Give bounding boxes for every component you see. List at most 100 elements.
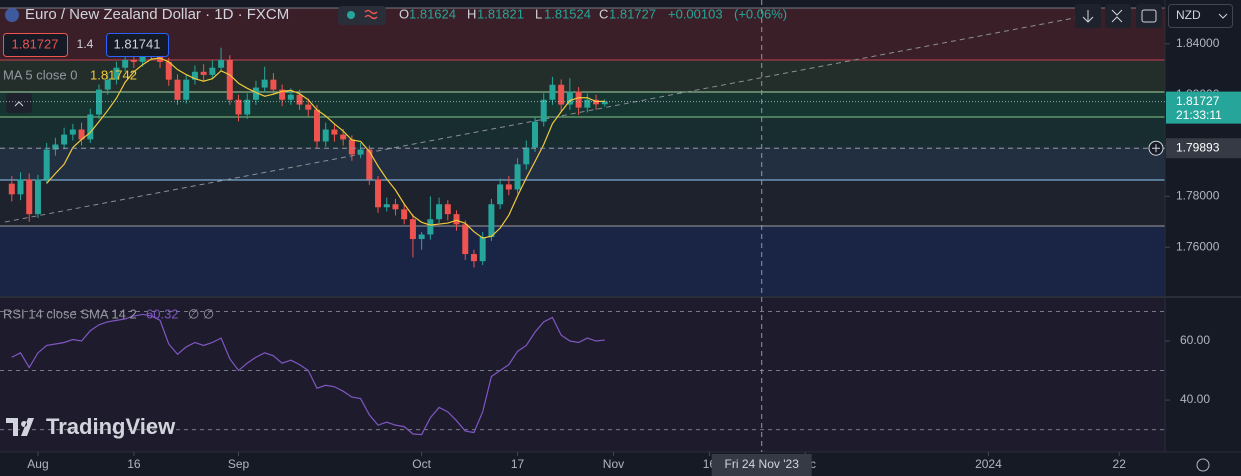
rsi-sma-value: ∅ ∅	[188, 306, 214, 321]
candle-body	[392, 204, 399, 210]
x-tick-label: 2024	[975, 457, 1002, 471]
candle-body	[497, 184, 504, 205]
candle-body	[331, 129, 338, 135]
candle-body	[43, 149, 50, 180]
candle-body	[8, 183, 15, 195]
candle-body	[383, 204, 390, 208]
low-value: 1.81524	[544, 6, 591, 21]
button[interactable]	[1105, 4, 1131, 28]
spread: 1.4	[77, 37, 94, 51]
candle-body	[540, 99, 547, 122]
currency: NZD	[1176, 8, 1201, 22]
candle-body	[523, 147, 530, 165]
candle-body	[279, 89, 286, 100]
candle-body	[17, 179, 24, 195]
candle-body	[479, 237, 486, 262]
candle-body	[436, 204, 443, 220]
logo-text: TradingView	[46, 414, 176, 439]
candle-body	[584, 99, 591, 108]
candle-body	[244, 99, 251, 115]
candle-body	[340, 134, 347, 140]
candle-body	[113, 67, 120, 80]
symbol-title: Euro / New Zealand Dollar · 1D · FXCM	[25, 6, 289, 23]
candle-body	[601, 101, 608, 105]
candle-body	[322, 129, 329, 142]
close-value: 1.81727	[609, 6, 656, 21]
candle-body	[375, 179, 382, 208]
add-alert-plus	[1152, 144, 1160, 153]
y-tick-label: 1.78000	[1176, 189, 1220, 203]
ma-value: 1.81742	[90, 67, 137, 82]
x-tick-label: 16	[127, 457, 141, 471]
symbol-icon	[5, 8, 19, 22]
rsi-line	[11, 313, 605, 436]
icon	[1082, 10, 1094, 23]
last-price-box	[1166, 91, 1241, 124]
toolbar: NZD	[1075, 4, 1233, 472]
candle-body	[87, 114, 94, 140]
button[interactable]	[1136, 4, 1162, 28]
candle-body	[444, 204, 451, 215]
open-label: O	[399, 6, 409, 21]
x-tick-label: 22	[1113, 457, 1127, 471]
icon	[1111, 9, 1123, 23]
x-tick-label: Sep	[228, 457, 250, 471]
settings-icon[interactable]	[1196, 458, 1210, 472]
low-label: L	[535, 6, 542, 21]
candle-body	[78, 129, 85, 140]
candle-body	[139, 54, 146, 62]
delay-icon	[364, 9, 378, 20]
x-tick-label: Aug	[27, 457, 48, 471]
candle-body	[104, 79, 111, 90]
candle-body	[575, 91, 582, 108]
zones	[0, 7, 1165, 296]
candle-body	[252, 87, 259, 100]
candle-body	[532, 121, 538, 148]
market-open-dot	[347, 11, 355, 19]
candle-body	[226, 59, 233, 100]
rsi-legend: RSI 14 close SMA 14 2	[3, 306, 137, 321]
chevron	[1218, 13, 1228, 19]
candle-body	[401, 209, 408, 220]
zone	[0, 226, 1165, 296]
candle-body	[174, 79, 181, 100]
candle-body	[462, 224, 469, 255]
status-pill[interactable]	[338, 6, 386, 25]
bid-price: 1.81727	[12, 36, 59, 51]
candle-body	[52, 144, 59, 150]
candle-body	[34, 179, 41, 215]
candle-body	[514, 164, 521, 190]
buy-button[interactable]	[106, 33, 169, 57]
candle-body	[165, 61, 172, 80]
high-label: H	[467, 6, 476, 21]
plot: 1.760001.780001.800001.820001.84000Aug16…	[0, 36, 1220, 471]
crosshair-price: 1.79893	[1176, 140, 1220, 154]
candle-body	[270, 79, 277, 90]
countdown: 21:33:11	[1176, 108, 1222, 122]
zone	[0, 117, 1165, 147]
candle-body	[183, 79, 190, 100]
collapse-button[interactable]	[6, 93, 32, 113]
candle-body	[130, 59, 137, 62]
sell-button[interactable]	[3, 33, 68, 57]
rsi-pane	[0, 298, 1165, 452]
crosshair-date: Fri 24 Nov '23	[725, 457, 800, 471]
candle-body	[209, 67, 216, 75]
candle-body	[558, 84, 565, 105]
change: +0.00103	[668, 6, 723, 21]
candle-body	[549, 84, 556, 100]
candle-body	[348, 139, 355, 155]
ask-price: 1.81741	[114, 36, 161, 51]
candle-body	[470, 254, 477, 262]
currency-select[interactable]	[1168, 4, 1233, 28]
candle-body	[191, 71, 198, 80]
x-tick-label: Nov	[603, 457, 624, 471]
icon	[1141, 9, 1157, 23]
zone	[0, 180, 1165, 226]
logo-mark	[6, 418, 34, 436]
last-price-label: 1.81727	[1176, 94, 1220, 108]
candle-body	[366, 149, 373, 180]
candle-body	[287, 94, 294, 100]
crosshair-price-box	[1166, 138, 1241, 159]
candle-body	[69, 129, 76, 135]
